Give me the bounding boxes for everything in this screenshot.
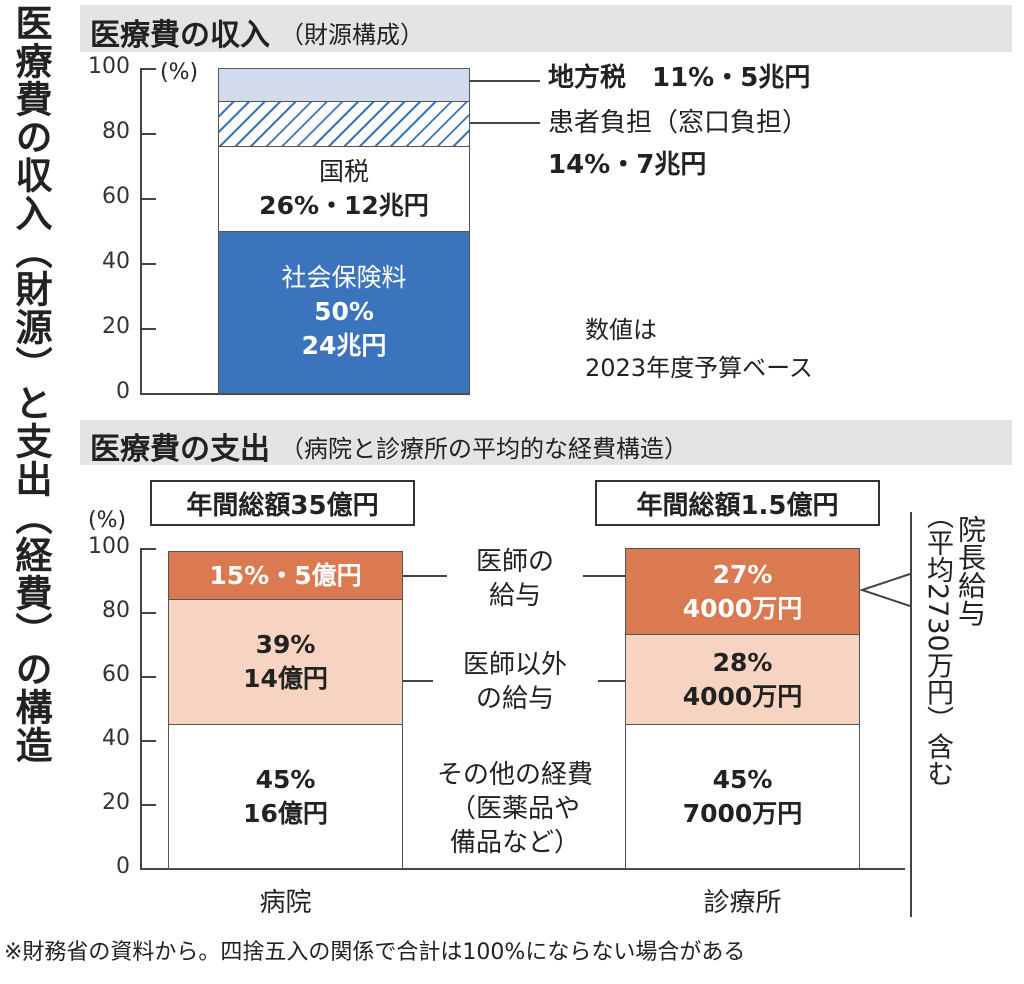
note-line-1: 数値は	[585, 316, 657, 344]
segment-label: 16億円	[243, 798, 328, 828]
clinic-total: 年間総額1.5億円	[595, 480, 880, 526]
nondoctor-label-line: 医師以外	[462, 650, 567, 680]
revenue-y-tick-label: 20	[102, 314, 130, 339]
revenue-segment-3	[218, 68, 470, 102]
hospital-total: 年間総額35億円	[150, 480, 415, 526]
hospital-segment-1: 39% 14億円	[168, 599, 403, 725]
hospital-segment-0: 45% 16億円	[168, 724, 403, 869]
segment-label: 26%・12兆円	[259, 190, 429, 220]
segment-label: 27%	[712, 559, 773, 589]
expense-header: 医療費の支出 （病院と診療所の平均的な経費構造）	[80, 420, 1012, 467]
segment-label: 4000万円	[682, 593, 803, 623]
segment-label: 28%	[712, 647, 773, 677]
segment-label: 7000万円	[682, 798, 803, 828]
nondoctor-leader-left	[403, 680, 433, 682]
expense-unit: (%)	[88, 508, 127, 533]
category-label: 病院	[259, 888, 312, 918]
patient-label: 患者負担（窓口負担）	[548, 108, 809, 138]
expense-y-axis	[140, 548, 142, 868]
segment-label: 50%	[314, 297, 374, 327]
director-salary-label: 院長給与	[954, 515, 987, 627]
expense-y-tick-label: 0	[116, 854, 130, 879]
revenue-header: 医療費の収入 （財源構成）	[80, 5, 1012, 53]
revenue-y-tick-mark	[142, 68, 156, 70]
segment-label: 15%・5億円	[209, 560, 362, 590]
revenue-unit: (%)	[160, 60, 199, 85]
revenue-y-tick-mark	[142, 328, 156, 330]
expense-y-tick-mark	[142, 676, 156, 678]
doctor-leader-left	[403, 575, 447, 577]
revenue-segment-0: 社会保険料 50% 24兆円	[218, 230, 470, 394]
revenue-y-tick-label: 0	[116, 379, 130, 404]
footnote: ※財務省の資料から。四捨五入の関係で合計は100%にならない場合がある	[4, 940, 746, 965]
segment-label: 14億円	[243, 664, 328, 694]
bracket-line	[910, 512, 912, 917]
revenue-title: 医療費の収入	[90, 18, 270, 53]
local-tax-label: 地方税 11%・5兆円	[548, 63, 811, 93]
patient-leader	[470, 122, 540, 124]
expense-title: 医療費の支出	[90, 432, 270, 467]
other-expense-label: その他の経費 （医薬品や 備品など）	[405, 758, 625, 860]
note-line-2: 2023年度予算ベース	[585, 354, 813, 382]
clinic-segment-1: 28% 4000万円	[625, 634, 860, 725]
expense-y-tick-mark	[142, 740, 156, 742]
revenue-subtitle: （財源構成）	[280, 21, 424, 49]
revenue-segment-1: 国税 26%・12兆円	[218, 146, 470, 232]
local-tax-leader	[470, 80, 540, 82]
expense-y-tick-label: 100	[88, 534, 130, 559]
revenue-baseline	[140, 393, 470, 395]
expense-y-tick-label: 60	[102, 662, 130, 687]
patient-value: 14%・7兆円	[548, 150, 707, 180]
nondoctor-leader-right	[598, 680, 625, 682]
revenue-y-tick-label: 100	[88, 54, 130, 79]
revenue-y-tick-label: 60	[102, 184, 130, 209]
main-title: 医療費の収入（財源）と支出（経費）の構造	[9, 4, 52, 764]
segment-label: 社会保険料	[281, 263, 407, 293]
revenue-y-tick-mark	[142, 133, 156, 135]
category-label: 診療所	[703, 888, 782, 918]
expense-subtitle: （病院と診療所の平均的な経費構造）	[280, 435, 688, 463]
doctor-leader-right	[583, 575, 625, 577]
expense-y-tick-label: 80	[102, 598, 130, 623]
other-label-line: （医薬品や	[449, 794, 580, 824]
segment-label: 4000万円	[682, 681, 803, 711]
other-label-line: 備品など）	[449, 828, 580, 858]
doctor-label-line: 医師の	[475, 547, 554, 577]
segment-label: 39%	[255, 630, 316, 660]
clinic-segment-0: 45% 7000万円	[625, 724, 860, 869]
segment-label: 45%	[255, 764, 316, 794]
clinic-segment-2: 27% 4000万円	[625, 548, 860, 636]
segment-label: 45%	[712, 764, 773, 794]
revenue-y-axis	[140, 68, 142, 393]
revenue-y-tick-label: 40	[102, 249, 130, 274]
revenue-y-tick-mark	[142, 263, 156, 265]
expense-y-tick-mark	[142, 612, 156, 614]
expense-y-tick-label: 40	[102, 726, 130, 751]
expense-baseline	[140, 868, 905, 870]
revenue-y-tick-mark	[142, 198, 156, 200]
segment-label: 24兆円	[301, 331, 387, 361]
revenue-segment-2	[218, 100, 470, 147]
expense-y-tick-label: 20	[102, 790, 130, 815]
segment-label: 国税	[318, 156, 369, 186]
expense-y-tick-mark	[142, 804, 156, 806]
expense-y-tick-mark	[142, 548, 156, 550]
revenue-y-tick-label: 80	[102, 119, 130, 144]
other-label-line: その他の経費	[436, 760, 593, 790]
bracket-chevron	[858, 573, 911, 607]
nondoctor-label-line: の給与	[475, 684, 554, 714]
nondoctor-salary-label: 医師以外 の給与	[405, 648, 625, 716]
hospital-segment-2: 15%・5億円	[168, 551, 403, 601]
director-salary-note: （平均2730万円）含む	[922, 502, 953, 787]
doctor-salary-label: 医師の 給与	[405, 545, 625, 613]
doctor-label-line: 給与	[488, 581, 541, 611]
